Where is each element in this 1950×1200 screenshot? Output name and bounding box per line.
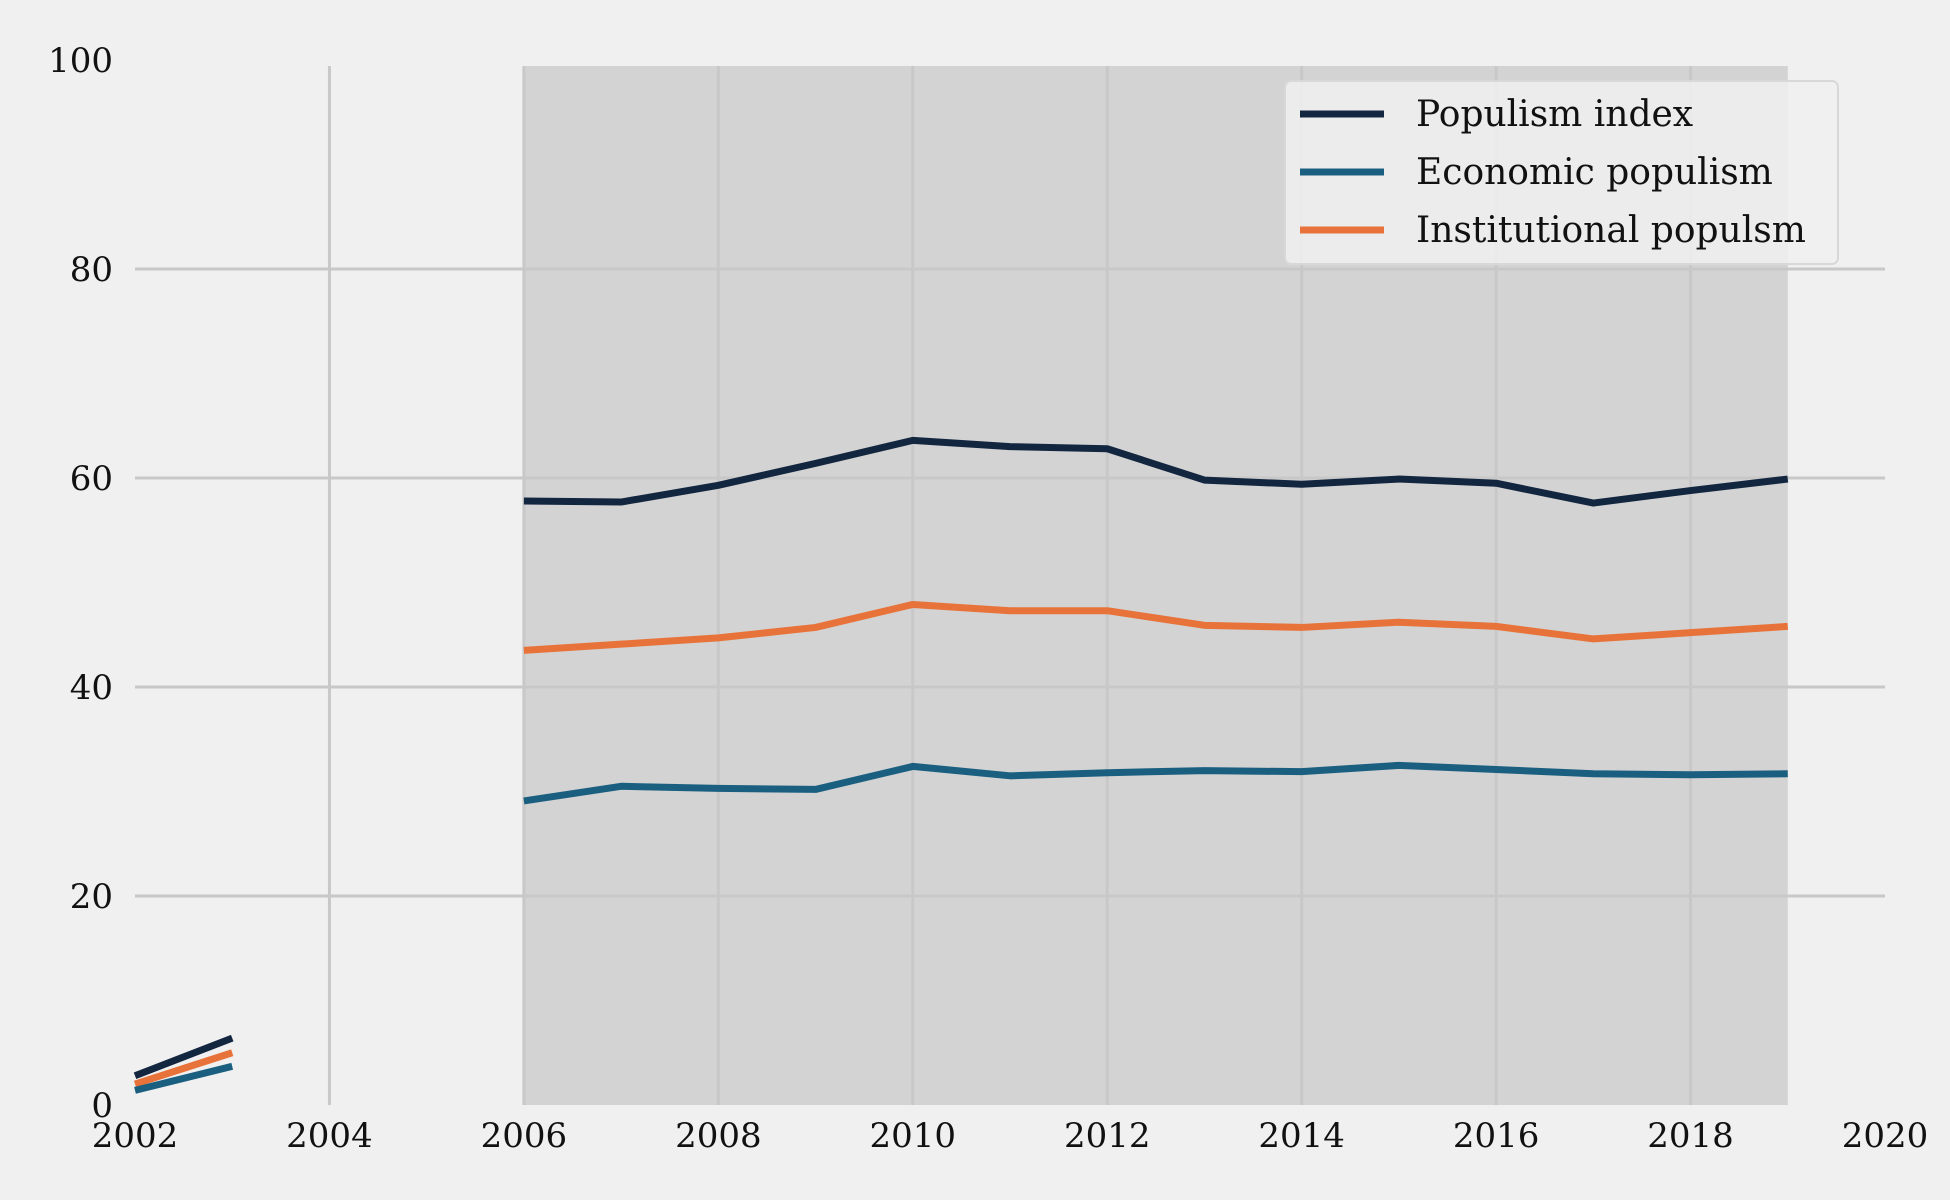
x-tick-label: 2020 (1842, 1116, 1929, 1156)
x-tick-label: 2018 (1647, 1116, 1734, 1156)
y-tick-label: 40 (70, 668, 113, 708)
legend-label: Populism index (1416, 94, 1693, 135)
series-stub (134, 1062, 234, 1094)
x-axis-ticks: 2002 2004 2006 2008 2010 2012 2014 2016 2018 2020 (92, 1116, 1929, 1156)
y-tick-label: 0 (91, 1086, 113, 1126)
legend-label: Economic populism (1416, 152, 1773, 193)
x-tick-label: 2006 (481, 1116, 568, 1156)
legend-label: Institutional populsm (1416, 210, 1806, 251)
y-tick-label: 60 (70, 459, 113, 499)
series-line-institutional-populsm (523, 600, 1789, 654)
x-tick-label: 2002 (92, 1116, 179, 1156)
series-stub (133, 1049, 234, 1088)
series-line-economic-populism (523, 761, 1788, 805)
y-tick-label: 80 (70, 250, 113, 290)
legend-box (1284, 80, 1839, 265)
legend: Populism index Economic populism Instituti… (1284, 80, 1839, 265)
x-tick-label: 2004 (286, 1116, 373, 1156)
y-tick-label: 20 (70, 877, 113, 917)
x-tick-label: 2016 (1453, 1116, 1540, 1156)
series-lines (133, 436, 1789, 1094)
x-tick-label: 2014 (1258, 1116, 1345, 1156)
y-axis-ticks: 0 20 40 60 80 100 (48, 41, 113, 1126)
x-tick-label: 2008 (675, 1116, 762, 1156)
series-stub (133, 1034, 234, 1080)
series-line-populism-index (523, 436, 1789, 507)
x-tick-label: 2010 (870, 1116, 957, 1156)
x-tick-label: 2012 (1064, 1116, 1151, 1156)
y-tick-label: 100 (48, 41, 113, 81)
